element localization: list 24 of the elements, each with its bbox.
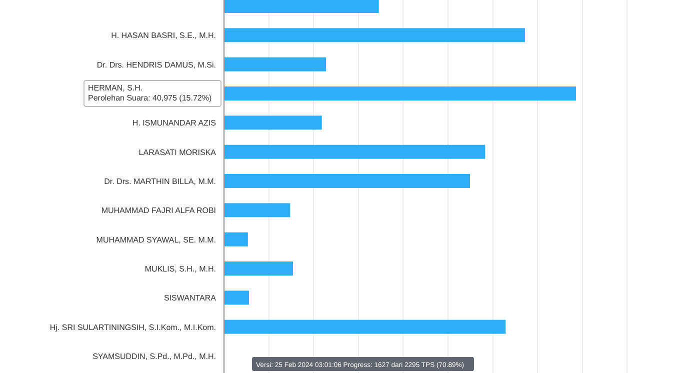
y-tick-label: Dr. Drs. HENDRIS DAMUS, M.Si. bbox=[96, 60, 216, 70]
bar bbox=[224, 320, 506, 334]
bar bbox=[224, 28, 525, 42]
bar bbox=[224, 0, 379, 13]
bar bbox=[224, 290, 249, 305]
y-tick-label: Dr. Drs. MARTHIN BILLA, M.M. bbox=[104, 177, 216, 186]
y-tick-label: MUHAMMAD SYAWAL, SE. M.M. bbox=[96, 235, 216, 244]
y-tick-label: H. ISMUNANDAR AZIS bbox=[132, 118, 216, 128]
bar bbox=[224, 232, 248, 246]
y-tick-label: MUHAMMAD FAJRI ALFA ROBI bbox=[101, 206, 216, 216]
y-tick-label: LARASATI MORISKA bbox=[138, 148, 217, 157]
y-tick-label: MUKLIS, S.H., M.H. bbox=[144, 264, 216, 274]
bar bbox=[224, 174, 470, 188]
bar bbox=[224, 262, 293, 276]
bar bbox=[224, 57, 326, 72]
bar bbox=[224, 203, 290, 218]
y-tick-label: H. HASAN BASRI, S.E., M.H. bbox=[111, 31, 216, 40]
bar bbox=[224, 116, 322, 130]
y-tick-label: SISWANTARA bbox=[164, 294, 217, 303]
bar bbox=[224, 144, 486, 159]
text: HERMAN, S.H. Perolehan Suara: 40,975 (15.72%) bbox=[88, 84, 212, 102]
y-tick-label: Hj. SRI SULARTININGSIH, S.I.Kom., M.I.Kom. bbox=[50, 322, 216, 332]
bar bbox=[224, 86, 576, 100]
y-tick-label: SYAMSUDDIN, S.Pd., M.Pd., M.H. bbox=[92, 352, 216, 361]
